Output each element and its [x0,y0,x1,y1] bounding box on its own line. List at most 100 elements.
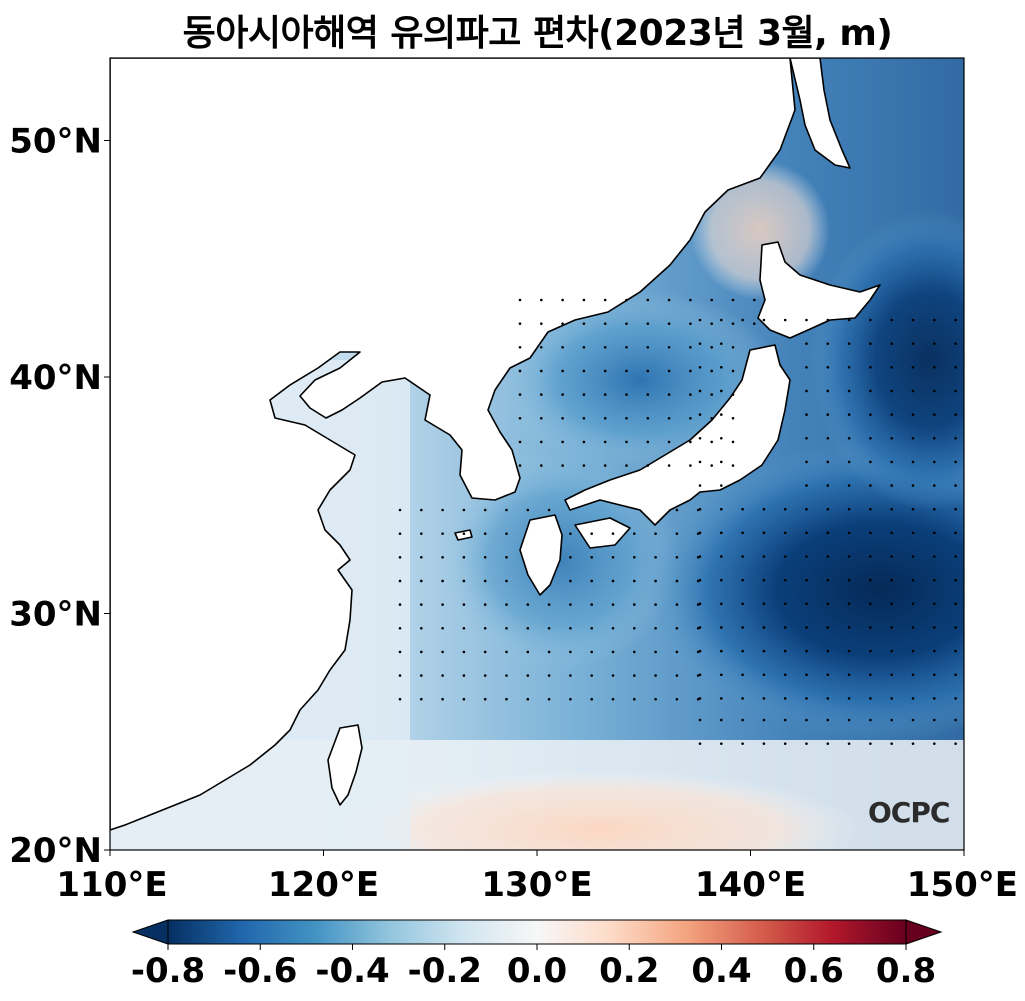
significance-dot [710,346,713,349]
significance-dot [720,673,723,677]
significance-dot [582,322,586,325]
significance-dot [720,507,723,511]
colorbar-ticks: -0.8 -0.6 -0.4 -0.2 0.0 0.2 0.4 0.6 0.8 [131,944,936,991]
significance-dot [847,484,851,487]
significance-dot [667,393,671,396]
significance-dot [462,626,466,630]
significance-dot [720,318,723,322]
significance-dot [483,532,487,535]
significance-dot [561,322,564,325]
significance-dot [933,602,936,606]
significance-dot [826,342,830,345]
significance-dot [731,464,735,467]
significance-dot [933,389,936,393]
significance-dot [582,369,586,373]
significance-dot [720,484,723,487]
significance-dot [933,649,936,653]
significance-dot [805,697,808,700]
significance-dot [540,322,543,325]
significance-dot [518,393,522,396]
significance-dot [698,718,702,722]
significance-dot [762,626,766,629]
significance-dot [526,674,530,677]
significance-dot [731,346,735,349]
significance-dot [890,673,893,677]
significance-dot [675,674,679,677]
significance-dot [625,322,628,325]
significance-dot [720,460,723,464]
significance-dot [805,342,808,345]
significance-dot [911,555,915,558]
significance-dot [654,603,657,606]
significance-dot [890,318,893,322]
colorbar-tick-label: 0.0 [507,951,567,991]
significance-dot [890,742,893,745]
significance-dot [689,416,692,420]
significance-dot [675,532,679,535]
significance-dot [590,556,593,559]
significance-dot [590,579,593,583]
significance-dot [611,650,615,654]
significance-dot [654,556,657,559]
significance-dot [441,626,444,630]
significance-dot [667,346,671,349]
significance-dot [675,603,679,606]
significance-dot [441,603,444,606]
significance-dot [646,346,650,349]
significance-dot [805,602,808,606]
significance-dot [869,673,872,677]
significance-dot [911,602,915,606]
significance-dot [698,531,702,535]
significance-dot [783,507,787,511]
significance-dot [869,318,872,322]
significance-dot [611,579,615,583]
significance-dot [420,508,423,512]
significance-dot [954,718,957,722]
significance-dot [847,413,851,416]
significance-dot [847,602,851,606]
significance-dot [720,389,723,393]
significance-dot [667,322,671,325]
significance-dot [847,578,851,582]
significance-dot [826,460,830,464]
significance-dot [826,389,830,393]
significance-dot [826,413,830,416]
significance-dot [569,556,572,559]
significance-dot [569,579,572,583]
significance-dot [420,532,423,535]
significance-dot [783,531,787,535]
significance-dot [890,602,893,606]
significance-dot [762,318,766,322]
significance-dot [933,413,936,416]
significance-dot [805,389,808,393]
significance-dot [954,484,957,487]
significance-dot [731,416,735,420]
significance-dot [933,318,936,322]
colorbar-tick-label: -0.6 [223,951,297,991]
significance-dot [869,436,872,440]
significance-dot [710,393,713,396]
significance-dot [603,393,607,396]
significance-dot [783,602,787,606]
significance-dot [698,484,702,487]
significance-dot [847,507,851,511]
significance-dot [720,531,723,535]
significance-dot [869,602,872,606]
significance-dot [398,579,402,583]
significance-dot [505,532,508,535]
hokkaido [757,241,881,339]
significance-dot [869,718,872,722]
significance-dot [762,555,766,558]
significance-dot [933,578,936,582]
significance-dot [441,674,444,677]
colorbar-tick-label: -0.8 [131,951,205,991]
significance-dot [869,507,872,511]
significance-dot [954,436,957,440]
significance-dot [805,436,808,440]
significance-dot [731,322,735,325]
significance-dot [625,416,628,420]
significance-dot [911,649,915,653]
significance-dot [540,440,543,444]
significance-dot [890,718,893,722]
significance-dot [689,369,692,373]
